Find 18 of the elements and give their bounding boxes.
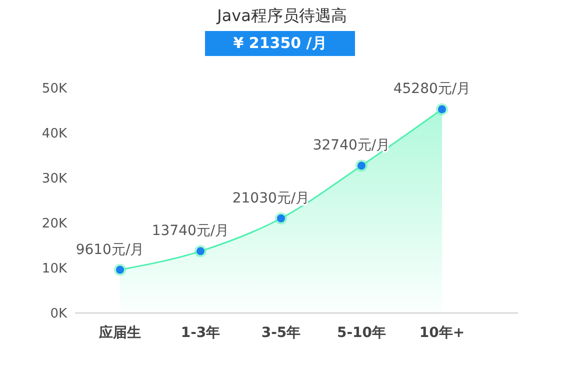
y-tick-label: 0K bbox=[50, 306, 68, 322]
y-tick-label: 40K bbox=[42, 126, 68, 142]
y-tick-label: 30K bbox=[42, 172, 68, 187]
y-tick-label: 20K bbox=[42, 216, 68, 232]
chart-subtitle: ¥ 21350 /月 bbox=[205, 31, 355, 56]
data-label: 45280元/月 bbox=[393, 81, 471, 98]
data-label: 21030元/月 bbox=[232, 190, 310, 206]
x-tick-label: 10年+ bbox=[419, 324, 465, 341]
x-tick-label: 5-10年 bbox=[336, 324, 386, 341]
x-tick-label: 应届生 bbox=[98, 324, 141, 341]
y-tick-label: 10K bbox=[42, 262, 68, 277]
data-label: 13740元/月 bbox=[152, 223, 230, 240]
y-tick-label: 50K bbox=[42, 82, 68, 97]
x-tick-label: 1-3年 bbox=[180, 324, 220, 341]
x-tick-label: 3-5年 bbox=[261, 324, 301, 341]
data-label: 9610元/月 bbox=[76, 242, 144, 258]
data-label: 32740元/月 bbox=[312, 138, 390, 154]
chart-title: Java程序员待遇高 bbox=[215, 6, 348, 27]
